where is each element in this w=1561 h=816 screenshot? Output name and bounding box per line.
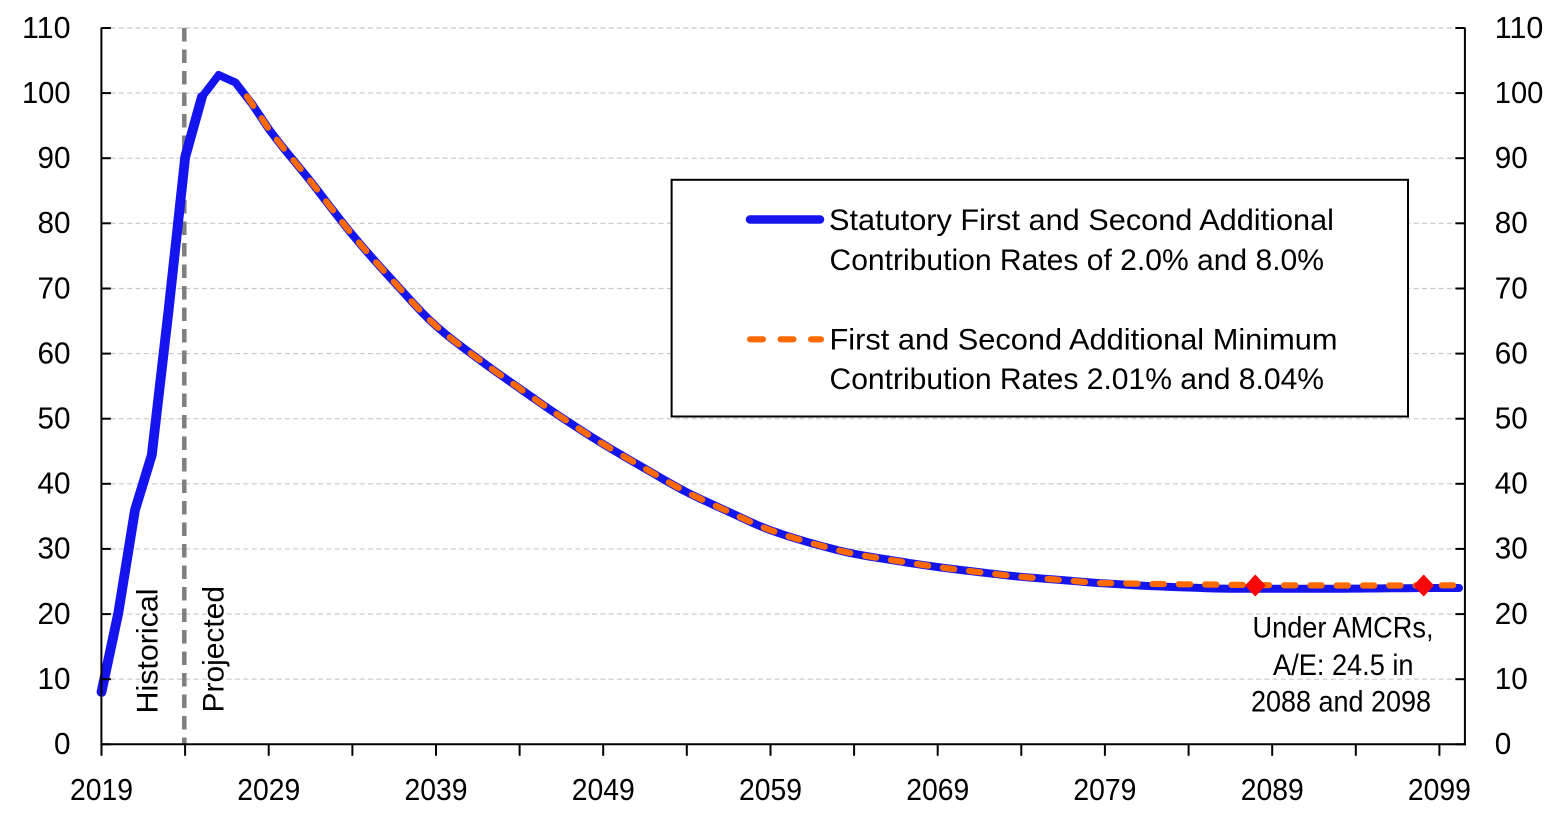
svg-text:0: 0 [54,728,71,761]
svg-text:90: 90 [38,142,71,175]
svg-text:60: 60 [1495,337,1528,370]
svg-text:20: 20 [38,598,71,631]
svg-text:2099: 2099 [1408,774,1471,807]
svg-text:30: 30 [1495,533,1528,566]
svg-text:60: 60 [38,337,71,370]
svg-text:Statutory First and Second Add: Statutory First and Second Additional [829,204,1334,237]
svg-text:80: 80 [38,207,71,240]
svg-text:100: 100 [1495,77,1544,110]
svg-text:40: 40 [38,468,71,501]
svg-text:80: 80 [1495,207,1528,240]
svg-text:110: 110 [22,12,71,45]
svg-text:A/E: 24.5 in: A/E: 24.5 in [1273,649,1414,682]
svg-text:70: 70 [38,272,71,305]
svg-text:Under AMCRs,: Under AMCRs, [1253,612,1434,645]
svg-text:2029: 2029 [237,774,300,807]
svg-text:0: 0 [1495,728,1512,761]
svg-text:Projected: Projected [198,586,231,713]
svg-text:Contribution Rates of 2.0% and: Contribution Rates of 2.0% and 8.0% [830,244,1325,277]
svg-text:90: 90 [1495,142,1528,175]
svg-text:10: 10 [1495,663,1528,696]
svg-text:50: 50 [1495,403,1528,436]
svg-text:50: 50 [38,403,71,436]
svg-text:2039: 2039 [405,774,468,807]
svg-text:2079: 2079 [1073,774,1136,807]
svg-text:2069: 2069 [906,774,969,807]
svg-text:40: 40 [1495,468,1528,501]
svg-text:2049: 2049 [572,774,635,807]
svg-text:110: 110 [1495,12,1544,45]
svg-text:2019: 2019 [70,774,133,807]
svg-text:70: 70 [1495,272,1528,305]
svg-text:100: 100 [22,77,71,110]
svg-text:First and Second Additional Mi: First and Second Additional Minimum [830,324,1338,357]
svg-text:10: 10 [38,663,71,696]
svg-text:20: 20 [1495,598,1528,631]
svg-text:2089: 2089 [1241,774,1304,807]
svg-text:30: 30 [38,533,71,566]
svg-text:Historical: Historical [132,589,165,714]
svg-text:Contribution Rates 2.01% and 8: Contribution Rates 2.01% and 8.04% [830,363,1325,396]
svg-text:2088 and 2098: 2088 and 2098 [1251,686,1431,719]
svg-text:2059: 2059 [739,774,802,807]
